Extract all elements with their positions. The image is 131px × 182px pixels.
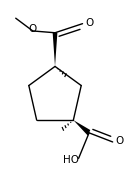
Text: O: O <box>86 18 94 28</box>
Text: HO: HO <box>63 155 79 165</box>
Text: O: O <box>116 136 124 146</box>
Polygon shape <box>53 33 57 66</box>
Text: O: O <box>28 25 36 34</box>
Polygon shape <box>73 120 90 136</box>
